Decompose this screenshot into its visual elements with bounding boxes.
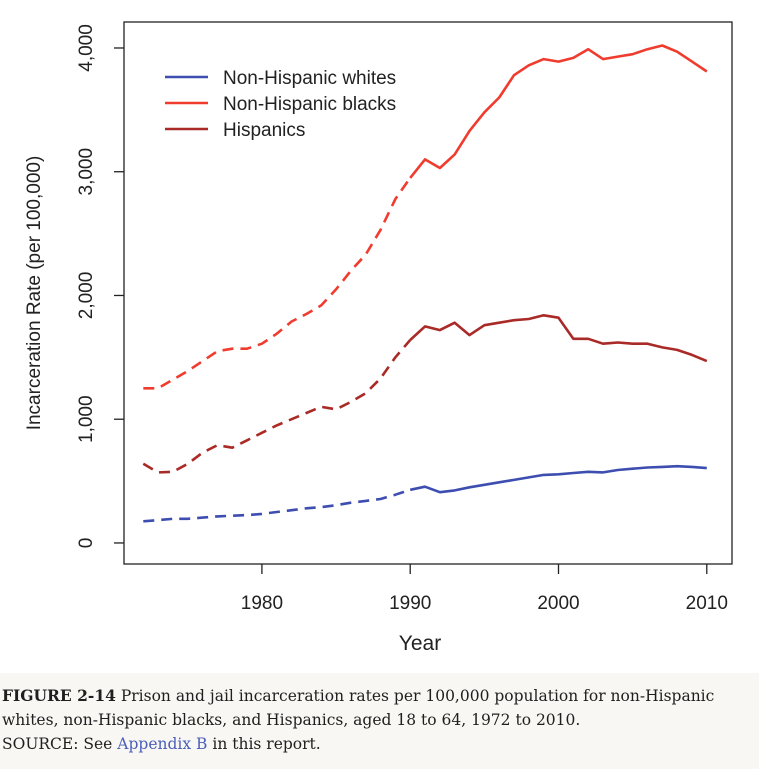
chart-panel: 1980 1990 2000 2010 0 1,000 2,000 3,000 4,000 No… xyxy=(0,0,759,673)
series-line-dashed-hispanics xyxy=(142,339,412,474)
y-axis-title: Incarceration Rate (per 100,000) xyxy=(24,156,45,431)
y-tick-label: 3,000 xyxy=(76,148,97,196)
y-tick-label: 4,000 xyxy=(76,24,97,72)
source-line: SOURCE: See Appendix B in this report. xyxy=(2,732,752,756)
series-line-dashed-non-hispanic-whites xyxy=(143,488,411,523)
caption-text: Prison and jail incarceration rates per … xyxy=(2,687,715,729)
x-tick-label: 2000 xyxy=(537,593,579,614)
incarceration-rate-chart: 1980 1990 2000 2010 0 1,000 2,000 3,000 4,000 No… xyxy=(24,21,733,655)
appendix-b-link[interactable]: Appendix B xyxy=(117,735,208,753)
x-tick-label: 2010 xyxy=(686,593,728,614)
y-tick-label: 0 xyxy=(76,538,97,549)
series-lines xyxy=(142,44,708,523)
legend-label-non-hispanic-blacks: Non-Hispanic blacks xyxy=(223,94,396,115)
source-prefix: SOURCE: See xyxy=(2,735,113,753)
y-tick-label: 1,000 xyxy=(76,395,97,443)
y-tick-label: 2,000 xyxy=(76,272,97,320)
series-line-dashed-non-hispanic-blacks xyxy=(143,177,412,390)
figure-caption: FIGURE 2-14 Prison and jail incarceratio… xyxy=(2,684,752,756)
legend-label-hispanics: Hispanics xyxy=(223,120,305,141)
legend: Non-Hispanic whites Non-Hispanic blacks Hi… xyxy=(165,68,396,141)
series-line-solid-hispanics xyxy=(409,313,708,363)
x-tick-label: 1990 xyxy=(389,593,431,614)
legend-label-non-hispanic-whites: Non-Hispanic whites xyxy=(223,68,396,89)
series-line-solid-non-hispanic-whites xyxy=(409,464,707,494)
x-tick-label: 1980 xyxy=(241,593,283,614)
series-line-solid-non-hispanic-blacks xyxy=(409,44,708,179)
axes: 1980 1990 2000 2010 0 1,000 2,000 3,000 4,000 xyxy=(76,24,728,614)
figure-label: FIGURE 2-14 xyxy=(2,686,116,705)
source-suffix: in this report. xyxy=(212,735,321,753)
plot-frame xyxy=(123,21,733,565)
x-axis-title: Year xyxy=(399,632,441,655)
